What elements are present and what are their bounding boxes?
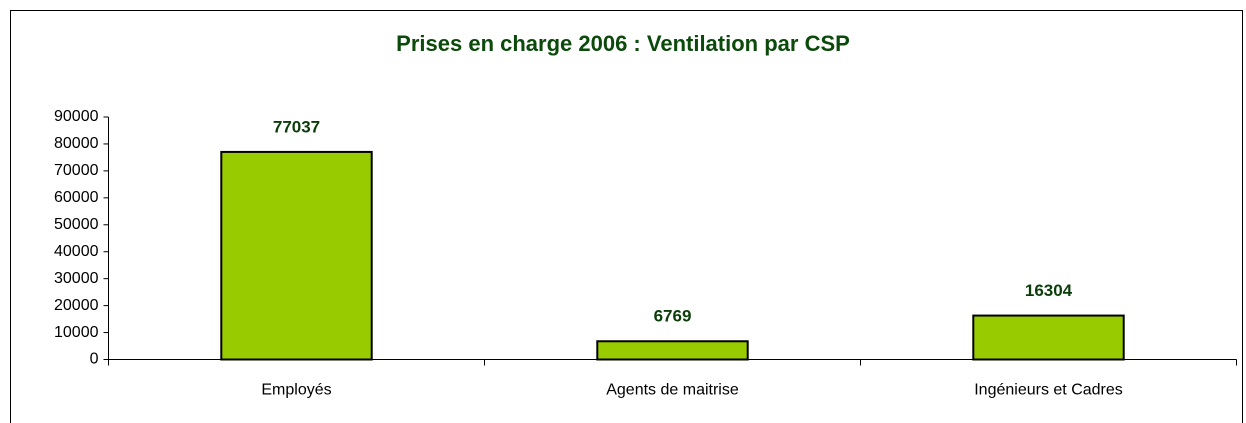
chart-frame [10,10,1243,423]
y-tick-label: 70000 [54,162,99,179]
y-tick-label: 0 [90,351,99,368]
y-tick-label: 50000 [54,216,99,233]
chart-title: Prises en charge 2006 : Ventilation par … [396,31,850,56]
y-tick-label: 30000 [54,270,99,287]
bar [220,150,373,361]
value-label: 16304 [1025,281,1073,300]
y-tick-label: 10000 [54,324,99,341]
y-tick-label: 80000 [54,135,99,152]
y-tick-label: 40000 [54,243,99,260]
y-tick-label: 20000 [54,297,99,314]
bar [972,314,1125,361]
value-label: 6769 [654,307,692,326]
y-tick-label: 90000 [54,108,99,125]
y-tick-label: 60000 [54,189,99,206]
value-label: 77037 [273,117,320,136]
x-tick-label: Agents de maitrise [606,382,739,399]
x-tick-label: Employés [261,382,331,399]
bar [596,340,749,361]
x-tick-label: Ingénieurs et Cadres [974,382,1123,399]
